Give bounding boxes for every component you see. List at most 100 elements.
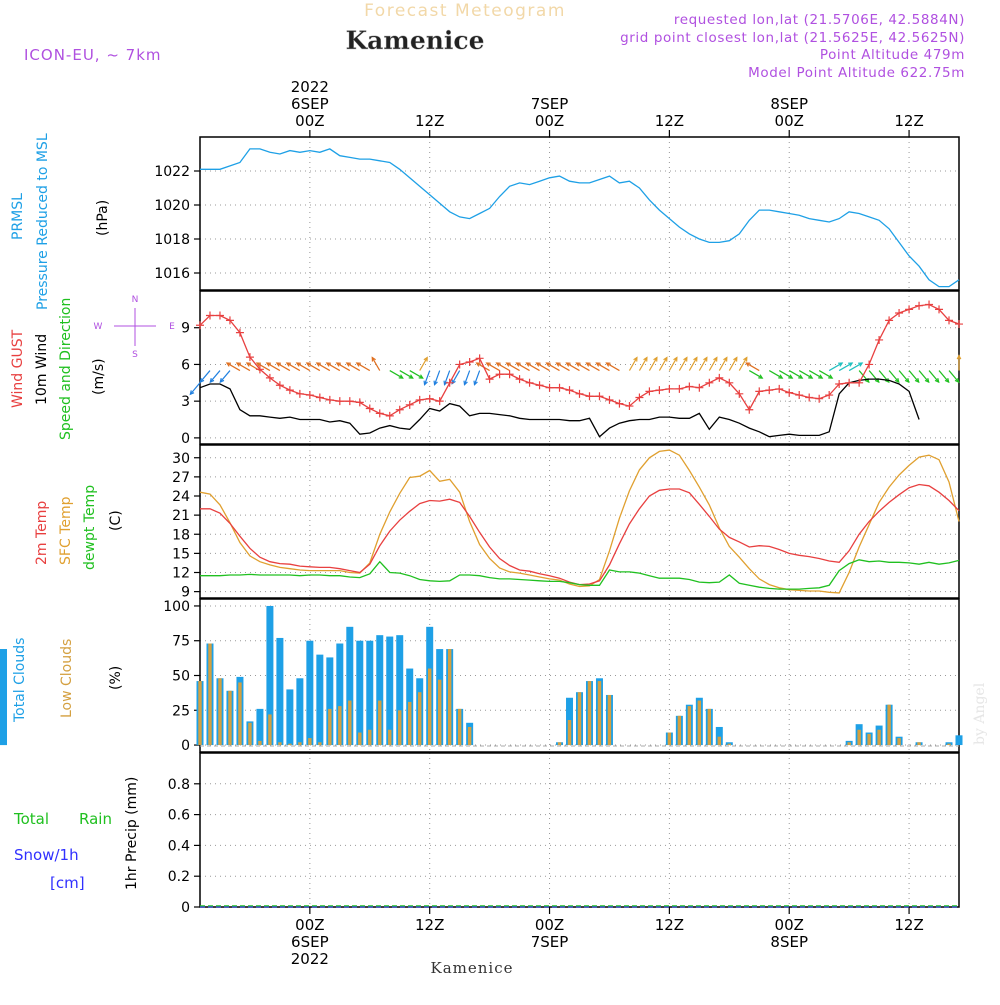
wind-arrow-shaft bbox=[451, 370, 461, 384]
low-clouds-bar bbox=[427, 668, 432, 746]
low-clouds-bar bbox=[897, 738, 901, 746]
wind-arrow-shaft bbox=[486, 362, 500, 372]
wind-direction-arrow bbox=[898, 370, 910, 384]
wind-arrow-head bbox=[944, 378, 950, 384]
wind-arrow-shaft bbox=[848, 362, 863, 372]
gust-marker bbox=[945, 316, 954, 325]
low-clouds-bar bbox=[917, 742, 921, 746]
low-clouds-bar bbox=[887, 704, 891, 746]
total-clouds-bar bbox=[326, 657, 334, 746]
wind-direction-arrow bbox=[275, 362, 291, 372]
watermark: by Angel bbox=[972, 682, 988, 745]
wind-direction-arrow bbox=[451, 370, 461, 385]
cloud-labels: Total Clouds Low Clouds (%) bbox=[12, 638, 124, 723]
wind-arrow-head bbox=[703, 356, 708, 362]
wind-arrow-shaft bbox=[658, 357, 668, 371]
wind-direction-arrow bbox=[199, 370, 211, 384]
wind-direction-arrow bbox=[525, 362, 540, 372]
wind-arrow-head bbox=[433, 380, 438, 386]
wind-arrow-head bbox=[473, 380, 478, 386]
gust-marker bbox=[795, 391, 804, 400]
wind-direction-arrow bbox=[535, 362, 550, 372]
y-tick-label: 1016 bbox=[154, 266, 190, 282]
header-title: Kamenice bbox=[345, 26, 484, 55]
y-tick-label: 0 bbox=[181, 738, 190, 754]
wind-arrow-shaft bbox=[236, 362, 251, 372]
wind-speed-line bbox=[199, 378, 920, 438]
gust-marker bbox=[315, 393, 324, 402]
low-clouds-bar bbox=[278, 742, 282, 746]
wind-direction-arrow bbox=[928, 370, 940, 384]
wind-arrow-shaft bbox=[908, 370, 920, 383]
wind-arrow-shaft bbox=[371, 357, 381, 371]
wind-arrow-head bbox=[808, 374, 814, 379]
x-tick-label-bottom: 6SEP bbox=[291, 933, 329, 951]
label-sfc-temp: SFC Temp bbox=[58, 496, 74, 565]
precip-labels: Total Rain Snow/1h [cm] 1hr Precip (mm) bbox=[13, 777, 140, 892]
wind-direction-arrow bbox=[868, 370, 880, 384]
wind-arrow-shaft bbox=[506, 362, 520, 372]
gust-marker bbox=[765, 386, 774, 395]
wind-arrow-head bbox=[355, 362, 361, 367]
wind-arrow-shaft bbox=[596, 362, 610, 372]
gust-marker bbox=[505, 370, 514, 379]
wind-arrow-shaft bbox=[389, 370, 404, 379]
label-rain: Rain bbox=[79, 810, 112, 828]
y-tick-label: 25 bbox=[172, 703, 190, 719]
wind-direction-arrow bbox=[335, 362, 351, 372]
wind-arrow-shaft bbox=[745, 362, 760, 372]
low-clouds-bar bbox=[238, 682, 242, 746]
low-clouds-bar bbox=[218, 678, 222, 746]
gust-marker bbox=[275, 381, 284, 390]
label-hpa: (hPa) bbox=[95, 200, 111, 236]
wind-arrow-head bbox=[423, 380, 428, 386]
x-tick-label-bottom: 00Z bbox=[775, 916, 804, 934]
x-tick-label-bottom: 7SEP bbox=[531, 933, 569, 951]
label-low-clouds: Low Clouds bbox=[59, 639, 75, 718]
wind-arrow-head bbox=[643, 356, 648, 362]
x-tick-label-top: 12Z bbox=[894, 112, 923, 130]
wind-arrow-head bbox=[325, 362, 331, 367]
wind-arrow-head bbox=[565, 362, 571, 367]
y-tick-label: 15 bbox=[172, 546, 190, 562]
wind-direction-arrow bbox=[956, 354, 962, 371]
gust-marker bbox=[745, 405, 754, 414]
low-clouds-bar bbox=[727, 743, 732, 746]
wind-arrow-head bbox=[653, 356, 658, 362]
x-tick-label-bottom: 8SEP bbox=[770, 933, 808, 951]
wind-arrow-head bbox=[423, 356, 428, 362]
gust-marker bbox=[325, 395, 334, 404]
gust-marker bbox=[955, 320, 963, 329]
wind-arrow-shaft bbox=[516, 362, 530, 372]
wind-direction-arrow bbox=[423, 370, 431, 386]
wind-direction-arrow bbox=[808, 370, 824, 379]
wind-arrow-shaft bbox=[718, 357, 728, 371]
wind-direction-arrow bbox=[325, 362, 341, 372]
label-total-clouds: Total Clouds bbox=[12, 638, 28, 723]
wind-arrow-head bbox=[451, 379, 456, 385]
wind-arrow-shaft bbox=[219, 370, 231, 383]
wind-arrow-head bbox=[285, 362, 291, 367]
wind-arrow-head bbox=[683, 356, 688, 362]
wind-arrow-shaft bbox=[768, 370, 783, 379]
wind-arrow-shaft bbox=[463, 370, 471, 385]
gust-marker bbox=[265, 373, 274, 382]
gust-marker bbox=[605, 395, 614, 404]
wind-direction-arrow bbox=[778, 370, 794, 379]
wind-arrow-head bbox=[265, 362, 271, 367]
panel-frame bbox=[199, 136, 960, 291]
gust-marker bbox=[405, 400, 414, 409]
y-tick-label: 3 bbox=[181, 394, 190, 410]
gust-marker bbox=[295, 389, 304, 398]
gust-marker bbox=[905, 305, 914, 314]
gust-marker bbox=[935, 305, 944, 314]
y-tick-label: 0.4 bbox=[168, 838, 190, 854]
total-clouds-bar bbox=[286, 689, 294, 746]
wind-direction-arrow bbox=[658, 356, 668, 371]
wind-arrow-shaft bbox=[788, 370, 803, 379]
low-clouds-bar bbox=[567, 720, 572, 746]
total-clouds-bar bbox=[296, 678, 304, 746]
low-clouds-bar bbox=[577, 692, 582, 746]
wind-direction-arrow bbox=[575, 362, 590, 372]
header-point-altitude: Point Altitude 479m bbox=[820, 47, 965, 63]
